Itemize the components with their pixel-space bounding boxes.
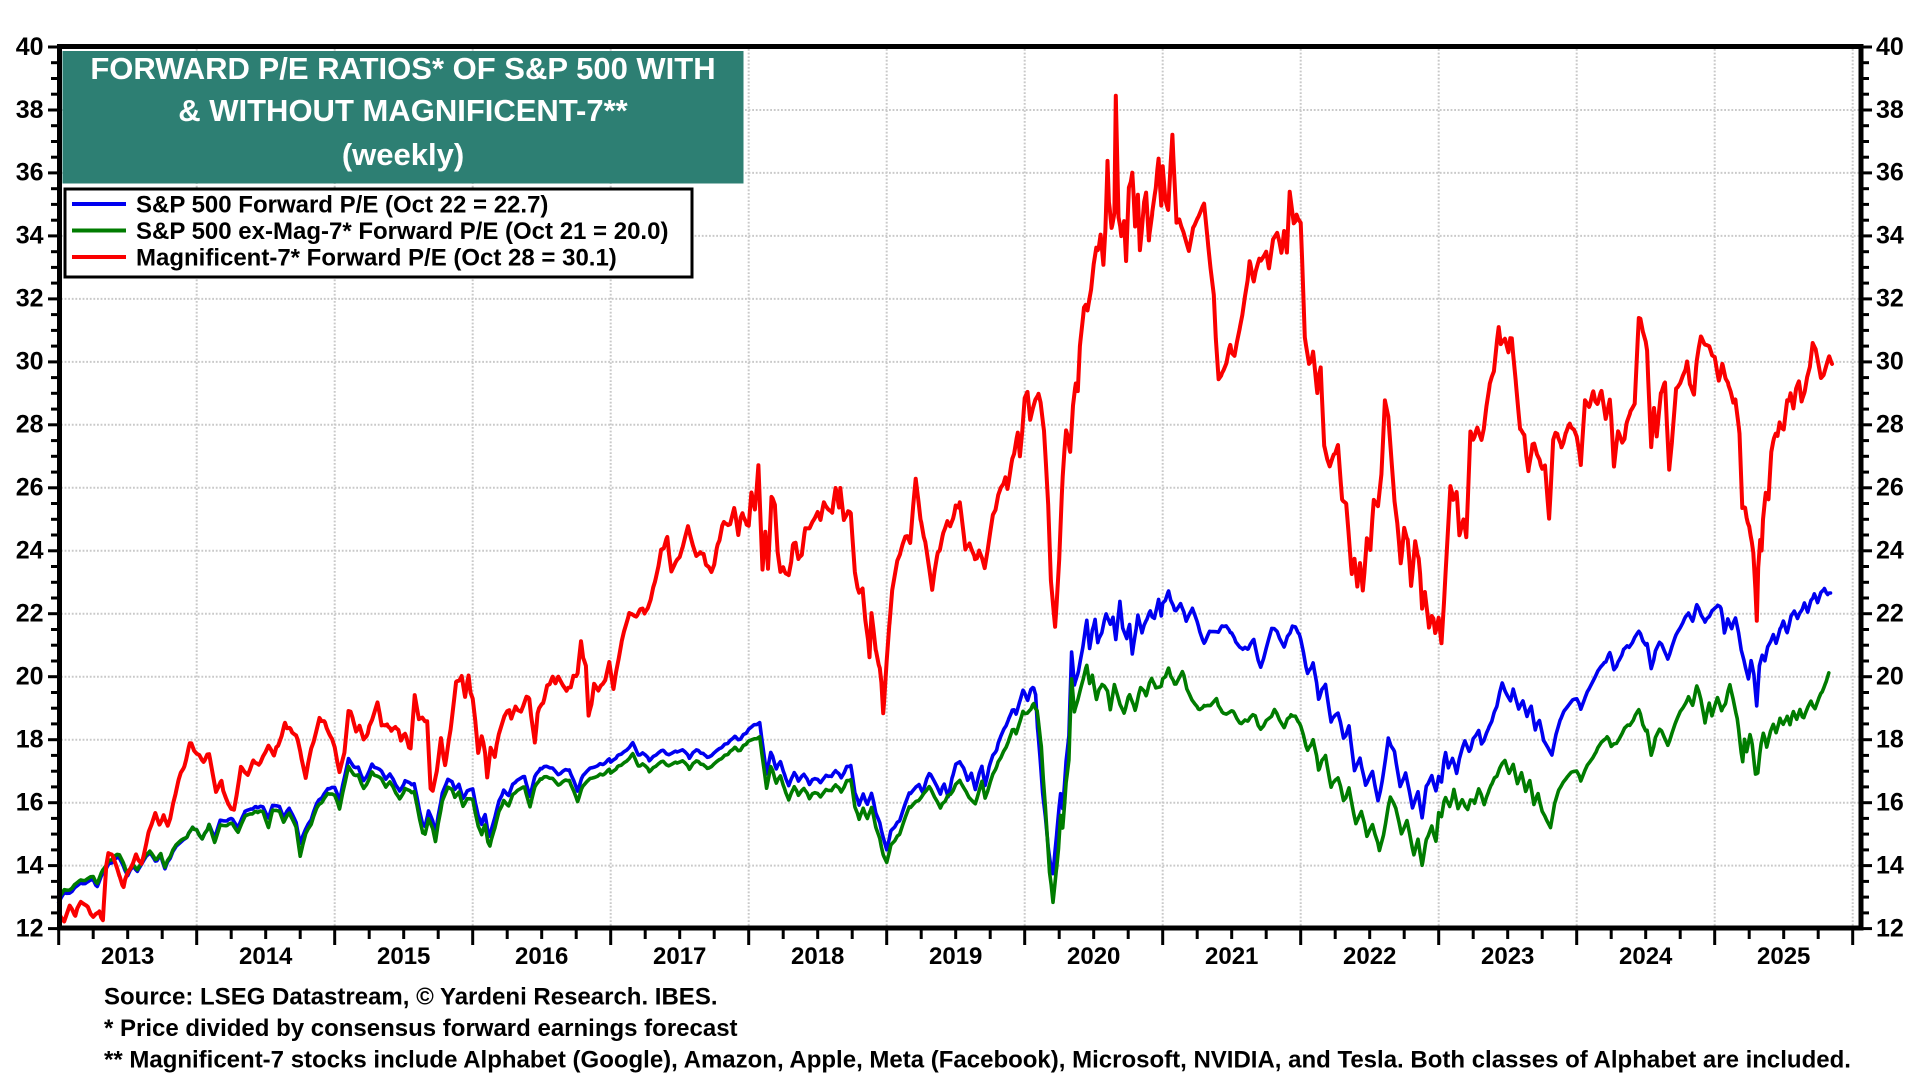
svg-text:2020: 2020 bbox=[1067, 943, 1120, 970]
svg-text:2014: 2014 bbox=[239, 943, 293, 970]
svg-text:20: 20 bbox=[1876, 663, 1904, 691]
svg-text:18: 18 bbox=[1876, 726, 1904, 754]
svg-text:38: 38 bbox=[16, 96, 44, 124]
svg-text:22: 22 bbox=[16, 600, 44, 628]
svg-text:18: 18 bbox=[16, 726, 44, 754]
svg-text:32: 32 bbox=[1876, 285, 1904, 313]
svg-text:12: 12 bbox=[16, 914, 44, 942]
svg-text:38: 38 bbox=[1876, 96, 1904, 124]
svg-text:** Magnificent-7 stocks includ: ** Magnificent-7 stocks include Alphabet… bbox=[104, 1047, 1851, 1074]
svg-text:2023: 2023 bbox=[1481, 943, 1534, 970]
svg-text:40: 40 bbox=[16, 33, 44, 61]
svg-text:2025: 2025 bbox=[1757, 943, 1810, 970]
svg-text:40: 40 bbox=[1876, 33, 1904, 61]
svg-text:12: 12 bbox=[1876, 914, 1904, 942]
svg-text:2016: 2016 bbox=[515, 943, 568, 970]
svg-text:14: 14 bbox=[16, 851, 44, 879]
svg-text:14: 14 bbox=[1876, 851, 1904, 879]
svg-text:S&P 500 ex-Mag-7* Forward P/E: S&P 500 ex-Mag-7* Forward P/E (Oct 21 = … bbox=[136, 218, 668, 245]
svg-text:* Price divided by consensus f: * Price divided by consensus forward ear… bbox=[104, 1015, 738, 1042]
svg-text:28: 28 bbox=[16, 411, 44, 439]
svg-text:36: 36 bbox=[1876, 159, 1904, 187]
svg-text:32: 32 bbox=[16, 285, 44, 313]
svg-text:36: 36 bbox=[16, 159, 44, 187]
svg-text:2021: 2021 bbox=[1205, 943, 1258, 970]
svg-text:30: 30 bbox=[1876, 348, 1904, 376]
svg-text:30: 30 bbox=[16, 348, 44, 376]
svg-text:& WITHOUT MAGNIFICENT-7**: & WITHOUT MAGNIFICENT-7** bbox=[178, 93, 628, 128]
svg-text:2024: 2024 bbox=[1619, 943, 1673, 970]
svg-text:2018: 2018 bbox=[791, 943, 844, 970]
svg-text:26: 26 bbox=[16, 474, 44, 502]
svg-text:2015: 2015 bbox=[377, 943, 430, 970]
svg-text:26: 26 bbox=[1876, 474, 1904, 502]
svg-text:28: 28 bbox=[1876, 411, 1904, 439]
svg-text:24: 24 bbox=[1876, 537, 1904, 565]
svg-text:FORWARD P/E RATIOS* OF S&P 500: FORWARD P/E RATIOS* OF S&P 500 WITH bbox=[90, 51, 715, 86]
svg-text:22: 22 bbox=[1876, 600, 1904, 628]
svg-text:20: 20 bbox=[16, 663, 44, 691]
svg-text:Magnificent-7* Forward P/E (Oc: Magnificent-7* Forward P/E (Oct 28 = 30.… bbox=[136, 245, 617, 272]
svg-text:34: 34 bbox=[16, 222, 44, 250]
svg-text:16: 16 bbox=[1876, 789, 1904, 817]
svg-text:34: 34 bbox=[1876, 222, 1904, 250]
svg-text:2017: 2017 bbox=[653, 943, 706, 970]
svg-text:2022: 2022 bbox=[1343, 943, 1396, 970]
svg-text:24: 24 bbox=[16, 537, 44, 565]
svg-text:2019: 2019 bbox=[929, 943, 982, 970]
svg-text:S&P 500 Forward P/E (Oct 22 =: S&P 500 Forward P/E (Oct 22 = 22.7) bbox=[136, 192, 548, 219]
svg-text:Source: LSEG Datastream, © Yar: Source: LSEG Datastream, © Yardeni Resea… bbox=[104, 984, 718, 1011]
svg-text:(weekly): (weekly) bbox=[342, 137, 464, 172]
svg-text:16: 16 bbox=[16, 789, 44, 817]
svg-text:2013: 2013 bbox=[101, 943, 154, 970]
